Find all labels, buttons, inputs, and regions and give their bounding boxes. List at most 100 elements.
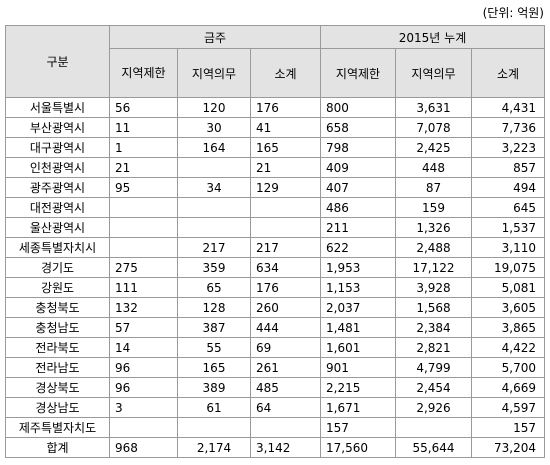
row-region-label: 충청북도 bbox=[5, 297, 110, 318]
table-cell: 798 bbox=[320, 137, 396, 158]
table-cell: 486 bbox=[320, 197, 396, 218]
table-cell: 57 bbox=[109, 317, 178, 338]
row-region-label: 서울특별시 bbox=[5, 97, 110, 118]
table-cell bbox=[177, 417, 251, 438]
table-cell: 55 bbox=[177, 337, 251, 358]
row-region-label: 전라남도 bbox=[5, 357, 110, 378]
table-cell: 34 bbox=[177, 177, 251, 198]
row-region-label: 울산광역시 bbox=[5, 217, 110, 238]
header-col-cum-subtotal: 소계 bbox=[470, 48, 546, 98]
row-region-label: 세종특별자치시 bbox=[5, 237, 110, 258]
table-cell: 2,821 bbox=[395, 337, 472, 358]
table-cell: 444 bbox=[250, 317, 321, 338]
table-cell: 1,537 bbox=[470, 217, 546, 238]
table-cell: 87 bbox=[395, 177, 472, 198]
row-region-label: 경상북도 bbox=[5, 377, 110, 398]
table-cell: 157 bbox=[320, 417, 396, 438]
table-cell: 800 bbox=[320, 97, 396, 118]
table-row: 대구광역시 1 164 165 798 2,425 3,223 bbox=[5, 137, 546, 158]
table-row: 부산광역시 11 30 41 658 7,078 7,736 bbox=[5, 117, 546, 138]
table-cell: 69 bbox=[250, 337, 321, 358]
table-cell: 2,425 bbox=[395, 137, 472, 158]
table-cell: 3,223 bbox=[470, 137, 546, 158]
table-cell: 359 bbox=[177, 257, 251, 278]
table-cell: 7,736 bbox=[470, 117, 546, 138]
table-cell: 217 bbox=[177, 237, 251, 258]
table-cell: 11 bbox=[109, 117, 178, 138]
table-cell: 17,560 bbox=[320, 437, 396, 458]
table-cell bbox=[177, 197, 251, 218]
table-cell: 857 bbox=[470, 157, 546, 178]
table-cell: 96 bbox=[109, 377, 178, 398]
table-cell: 485 bbox=[250, 377, 321, 398]
table-cell: 41 bbox=[250, 117, 321, 138]
table-cell: 448 bbox=[395, 157, 472, 178]
table-cell: 7,078 bbox=[395, 117, 472, 138]
table-cell: 3,928 bbox=[395, 277, 472, 298]
table-cell: 159 bbox=[395, 197, 472, 218]
table-cell: 3,142 bbox=[250, 437, 321, 458]
table-cell: 165 bbox=[250, 137, 321, 158]
table-cell bbox=[250, 417, 321, 438]
table-row: 인천광역시 21 21 409 448 857 bbox=[5, 157, 546, 178]
table-cell: 260 bbox=[250, 297, 321, 318]
table-cell: 5,700 bbox=[470, 357, 546, 378]
table-row: 제주특별자치도 157 157 bbox=[5, 417, 546, 438]
table-cell: 409 bbox=[320, 157, 396, 178]
table-cell: 275 bbox=[109, 257, 178, 278]
table-cell bbox=[109, 417, 178, 438]
table-cell: 21 bbox=[250, 157, 321, 178]
row-region-label: 제주특별자치도 bbox=[5, 417, 110, 438]
table-cell: 132 bbox=[109, 297, 178, 318]
table-row: 경상남도 3 61 64 1,671 2,926 4,597 bbox=[5, 397, 546, 418]
row-region-label: 대전광역시 bbox=[5, 197, 110, 218]
table-cell: 4,669 bbox=[470, 377, 546, 398]
row-region-label: 충청남도 bbox=[5, 317, 110, 338]
row-region-label: 대구광역시 bbox=[5, 137, 110, 158]
row-region-label: 경상남도 bbox=[5, 397, 110, 418]
table-cell: 128 bbox=[177, 297, 251, 318]
table-cell: 4,597 bbox=[470, 397, 546, 418]
table-row: 전라북도 14 55 69 1,601 2,821 4,422 bbox=[5, 337, 546, 358]
table-cell: 217 bbox=[250, 237, 321, 258]
table-row: 충청북도 132 128 260 2,037 1,568 3,605 bbox=[5, 297, 546, 318]
table-row: 울산광역시 211 1,326 1,537 bbox=[5, 217, 546, 238]
table-cell: 3,110 bbox=[470, 237, 546, 258]
table-row: 강원도 111 65 176 1,153 3,928 5,081 bbox=[5, 277, 546, 298]
table-cell: 5,081 bbox=[470, 277, 546, 298]
table-cell: 3,865 bbox=[470, 317, 546, 338]
table-cell bbox=[250, 197, 321, 218]
table-row: 경기도 275 359 634 1,953 17,122 19,075 bbox=[5, 257, 546, 278]
table-cell: 17,122 bbox=[395, 257, 472, 278]
table-cell: 56 bbox=[109, 97, 178, 118]
table-cell: 14 bbox=[109, 337, 178, 358]
table-cell: 261 bbox=[250, 357, 321, 378]
table-cell: 176 bbox=[250, 277, 321, 298]
table-row: 세종특별자치시 217 217 622 2,488 3,110 bbox=[5, 237, 546, 258]
table-cell bbox=[109, 237, 178, 258]
table-cell: 1,671 bbox=[320, 397, 396, 418]
table-cell: 3,631 bbox=[395, 97, 472, 118]
table-cell: 21 bbox=[109, 157, 178, 178]
table-cell: 2,454 bbox=[395, 377, 472, 398]
table-cell: 30 bbox=[177, 117, 251, 138]
table-cell: 968 bbox=[109, 437, 178, 458]
table-cell: 387 bbox=[177, 317, 251, 338]
header-col-regional-limit: 지역제한 bbox=[109, 48, 178, 98]
table-cell: 1,953 bbox=[320, 257, 396, 278]
row-region-label: 부산광역시 bbox=[5, 117, 110, 138]
table-cell: 645 bbox=[470, 197, 546, 218]
table-cell bbox=[250, 217, 321, 238]
table-cell: 1,481 bbox=[320, 317, 396, 338]
table-cell bbox=[109, 217, 178, 238]
table-cell: 2,215 bbox=[320, 377, 396, 398]
table-cell: 61 bbox=[177, 397, 251, 418]
table-cell bbox=[395, 417, 472, 438]
unit-note: (단위: 억원) bbox=[482, 6, 544, 20]
table-cell: 622 bbox=[320, 237, 396, 258]
table-cell: 1,326 bbox=[395, 217, 472, 238]
header-group-this-week: 금주 bbox=[109, 25, 321, 49]
table-cell: 4,422 bbox=[470, 337, 546, 358]
table-cell: 658 bbox=[320, 117, 396, 138]
table-cell: 95 bbox=[109, 177, 178, 198]
